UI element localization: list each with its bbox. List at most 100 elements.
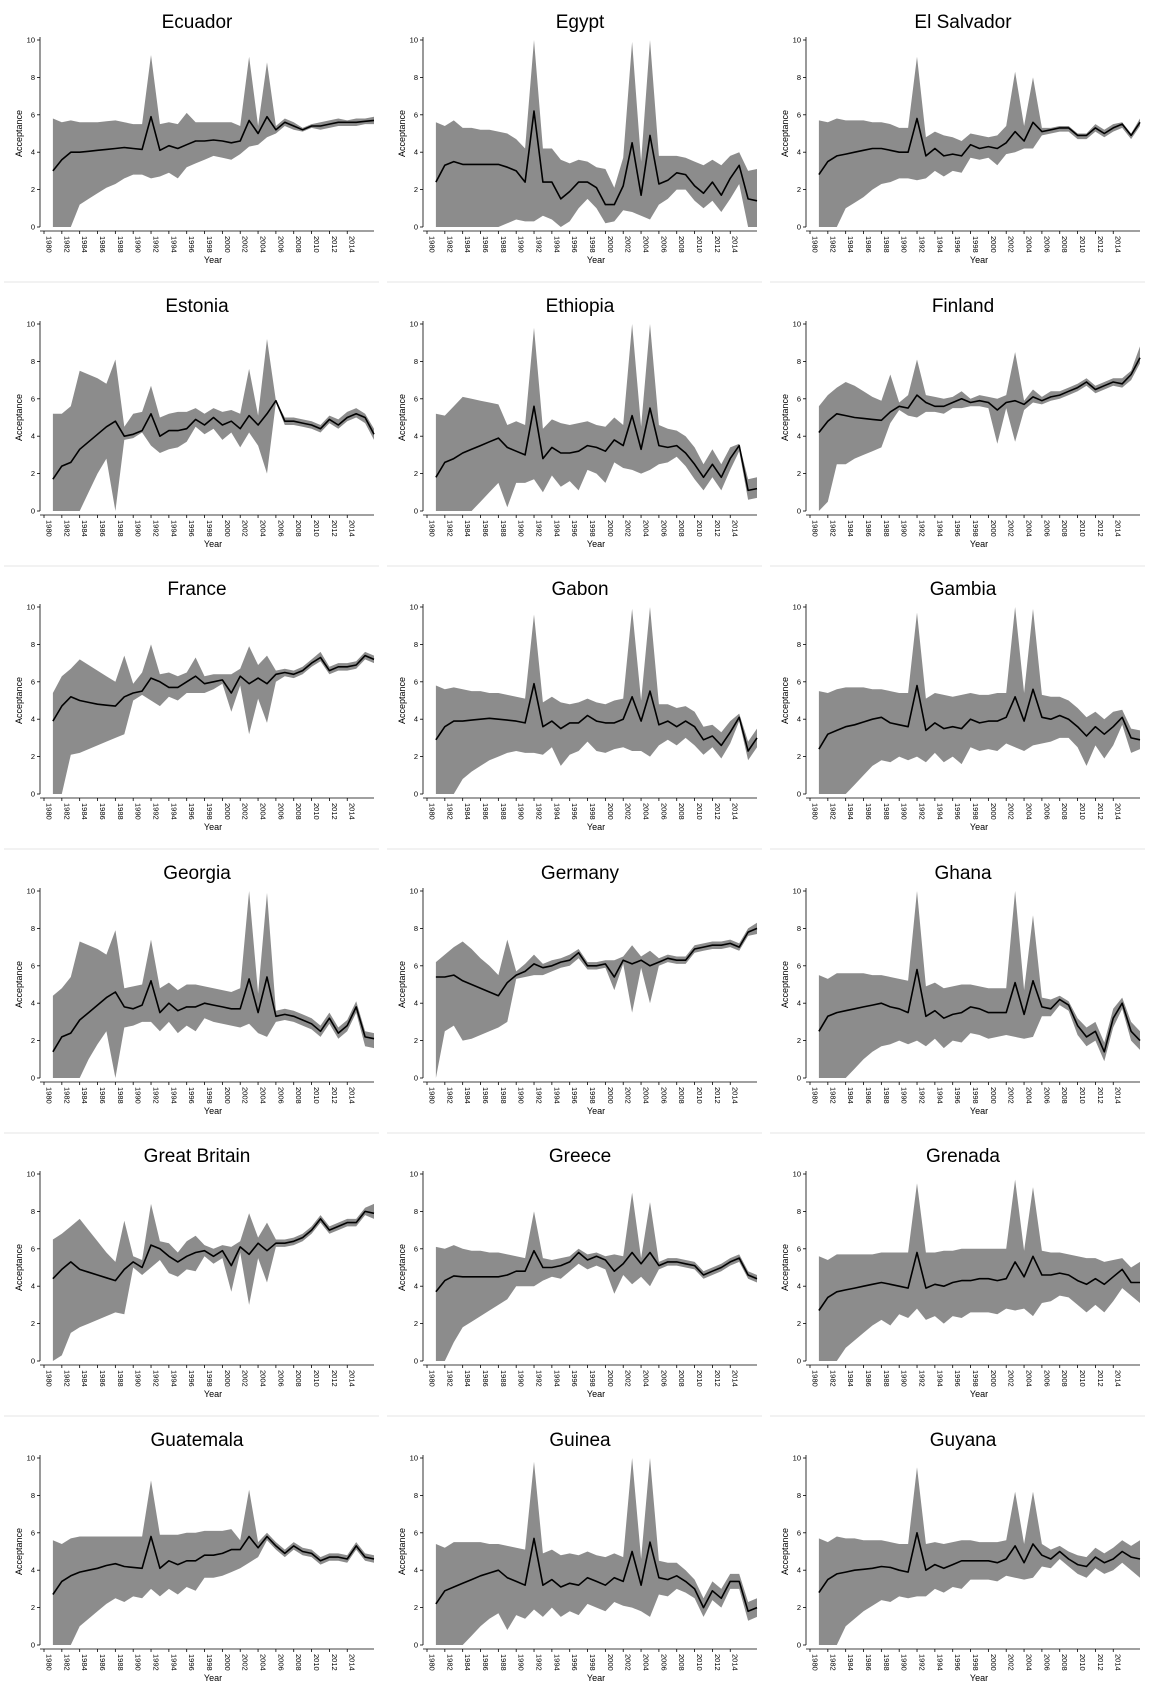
chart-title: Ethiopia (546, 296, 615, 317)
x-tick-label: 2010 (1078, 520, 1087, 537)
y-tick-label: 4 (31, 1282, 35, 1291)
x-tick-label: 2008 (294, 520, 303, 537)
x-tick-label: 1980 (45, 1370, 54, 1387)
x-tick-label: 2010 (695, 1087, 704, 1104)
x-tick-label: 2010 (312, 236, 321, 253)
x-tick-label: 2012 (330, 1654, 339, 1671)
x-tick-label: 1986 (481, 236, 490, 253)
chart-title: Georgia (163, 863, 231, 884)
chart-title: Grenada (926, 1146, 1000, 1167)
x-tick-label: 1998 (588, 1370, 597, 1387)
x-tick-label: 1984 (846, 1654, 855, 1671)
x-tick-label: 2002 (241, 1370, 250, 1387)
mean-line (52, 399, 375, 480)
chart-gambia: Gambia 0 2 4 6 8 10 1980 1982 1984 1986 1988 1990 199… (770, 579, 1145, 850)
x-tick-label: 1982 (828, 520, 837, 537)
x-tick-label: 1980 (45, 1654, 54, 1671)
x-tick-label: 1986 (864, 520, 873, 537)
x-tick-label: 2012 (1096, 1654, 1105, 1671)
x-tick-label: 2004 (259, 1370, 268, 1387)
x-tick-label: 2004 (1025, 1087, 1034, 1104)
x-tick-label: 1998 (588, 803, 597, 820)
x-tick-label: 1996 (187, 520, 196, 537)
x-tick-label: 2004 (1025, 1370, 1034, 1387)
y-tick-label: 6 (797, 961, 801, 970)
x-tick-label: 1998 (205, 1087, 214, 1104)
x-tick-label: 2002 (1007, 803, 1016, 820)
chart-georgia: Georgia 0 2 4 6 8 10 1980 1982 1984 1986 1988 1990 19… (4, 863, 379, 1134)
confidence-band (52, 891, 375, 1078)
x-tick-label: 2012 (1096, 236, 1105, 253)
x-tick-label: 1994 (935, 1370, 944, 1387)
x-tick-label: 1994 (169, 1370, 178, 1387)
x-tick-label: 1982 (62, 1654, 71, 1671)
x-tick-label: 2010 (312, 803, 321, 820)
y-tick-label: 10 (27, 320, 35, 329)
x-tick-label: 1982 (445, 1370, 454, 1387)
y-tick-label: 10 (410, 36, 418, 45)
x-tick-label: 2014 (1114, 236, 1123, 253)
panel-guatemala: Guatemala 0 2 4 6 8 10 1980 1982 1984 1986 1988 1990… (0, 1418, 383, 1701)
chart-title: Gabon (551, 579, 608, 600)
x-tick-label: 1984 (463, 236, 472, 253)
x-tick-label: 1990 (517, 520, 526, 537)
x-tick-label: 2004 (1025, 520, 1034, 537)
mean-line (52, 976, 375, 1053)
panel-georgia: Georgia 0 2 4 6 8 10 1980 1982 1984 1986 1988 1990 19… (0, 851, 383, 1134)
x-tick-label: 2012 (330, 803, 339, 820)
x-tick-label: 1994 (169, 520, 178, 537)
y-tick-label: 0 (31, 1074, 35, 1083)
chart-germany: Germany 0 2 4 6 8 10 1980 1982 1984 1986 1988 1990 19… (387, 863, 762, 1134)
x-tick-label: 1996 (570, 803, 579, 820)
x-tick-label: 1988 (499, 1370, 508, 1387)
x-tick-label: 1984 (463, 1654, 472, 1671)
x-tick-label: 2008 (1060, 1654, 1069, 1671)
x-tick-label: 1992 (918, 236, 927, 253)
x-tick-label: 1998 (588, 1087, 597, 1104)
x-axis-label: Year (204, 1389, 222, 1399)
x-tick-label: 2004 (642, 803, 651, 820)
x-tick-label: 2012 (713, 1087, 722, 1104)
x-tick-label: 2002 (241, 236, 250, 253)
x-tick-label: 1990 (900, 803, 909, 820)
y-tick-label: 4 (414, 999, 418, 1008)
x-tick-label: 2006 (1042, 1087, 1051, 1104)
x-tick-label: 1984 (80, 1087, 89, 1104)
y-axis-label: Acceptance (397, 1528, 407, 1575)
x-tick-label: 1986 (98, 1370, 107, 1387)
x-tick-label: 1998 (971, 803, 980, 820)
x-tick-label: 2008 (294, 236, 303, 253)
x-tick-label: 2012 (713, 520, 722, 537)
x-tick-label: 1996 (570, 1654, 579, 1671)
mean-line (435, 927, 758, 997)
y-tick-label: 6 (414, 1244, 418, 1253)
x-tick-label: 1998 (971, 1087, 980, 1104)
panel-ghana: Ghana 0 2 4 6 8 10 1980 1982 1984 1986 1988 1990 1992… (766, 851, 1149, 1134)
x-axis-label: Year (587, 1389, 605, 1399)
y-tick-label: 4 (31, 715, 35, 724)
x-tick-label: 1990 (134, 803, 143, 820)
x-tick-label: 1988 (116, 520, 125, 537)
mean-line (52, 654, 375, 722)
x-tick-label: 2000 (989, 236, 998, 253)
x-tick-label: 1988 (882, 1654, 891, 1671)
chart-grenada: Grenada 0 2 4 6 8 10 1980 1982 1984 1986 1988 1990 19… (770, 1146, 1145, 1417)
x-tick-label: 2004 (642, 1087, 651, 1104)
x-tick-label: 2008 (1060, 1087, 1069, 1104)
y-tick-label: 8 (414, 1207, 418, 1216)
x-tick-label: 1992 (152, 803, 161, 820)
y-axis-label: Acceptance (397, 394, 407, 441)
x-tick-label: 1984 (846, 1370, 855, 1387)
x-tick-label: 2014 (731, 236, 740, 253)
x-tick-label: 2014 (1114, 520, 1123, 537)
y-tick-label: 6 (31, 1528, 35, 1537)
y-tick-label: 0 (414, 507, 418, 516)
x-tick-label: 2002 (624, 1654, 633, 1671)
y-tick-label: 8 (31, 640, 35, 649)
x-tick-label: 2002 (624, 236, 633, 253)
x-tick-label: 1994 (552, 520, 561, 537)
x-tick-label: 1986 (864, 803, 873, 820)
y-tick-label: 6 (31, 677, 35, 686)
x-tick-label: 2000 (223, 1370, 232, 1387)
x-tick-label: 2002 (1007, 1654, 1016, 1671)
